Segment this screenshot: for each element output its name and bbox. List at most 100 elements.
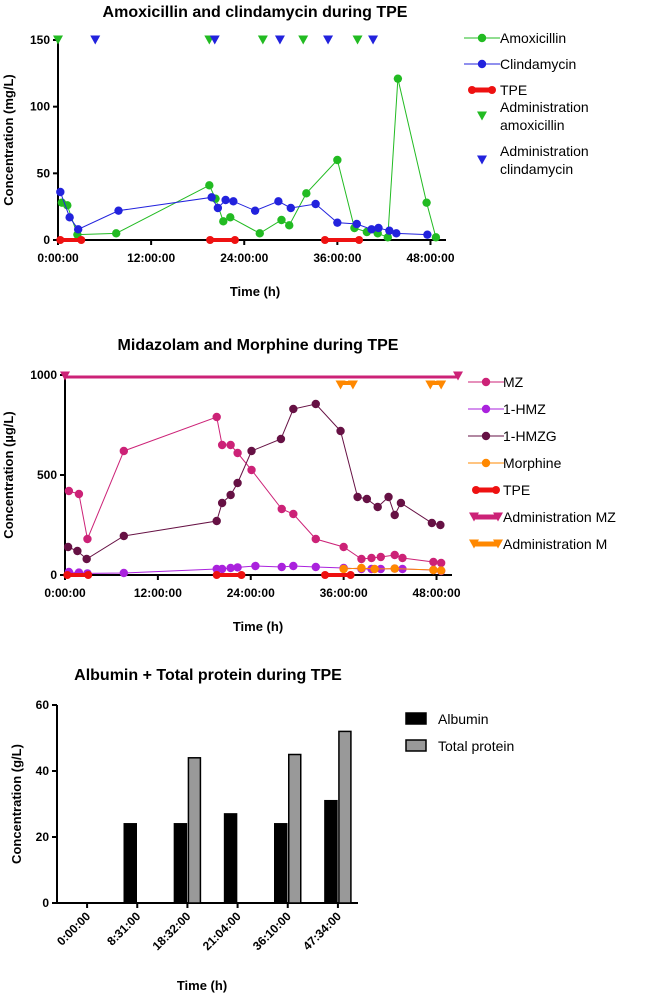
legend-label-mz: MZ: [503, 374, 524, 390]
point-1-hmzg: [82, 554, 91, 564]
legend-marker-administration-mz: [493, 512, 503, 522]
x-tick-label: 36:00:00: [320, 586, 368, 600]
point-mz: [398, 553, 407, 563]
point-mz: [289, 509, 298, 519]
point-clindamycin: [207, 193, 216, 202]
point-mz: [217, 440, 227, 450]
chart1-y-label: Concentration (mg/L): [1, 74, 16, 205]
tpe-point-tpe: [63, 571, 72, 579]
legend-marker-tpe: [472, 486, 480, 494]
point-amoxicillin: [205, 181, 214, 190]
point-clindamycin: [352, 219, 361, 229]
x-tick-label: 21:04:00: [200, 909, 244, 953]
chart3-legend: Albumin Total protein: [405, 711, 514, 754]
chart2-x-label: Time (h): [233, 619, 283, 634]
point-clindamycin: [423, 230, 432, 239]
legend-label-morphine: Morphine: [503, 455, 562, 471]
point-mz: [226, 440, 235, 450]
admin-marker-administration-amoxicillin: [53, 35, 63, 45]
x-tick-label: 24:00:00: [220, 251, 268, 265]
legend-marker-1-hmz: [481, 404, 491, 414]
point-1-hmz: [311, 562, 320, 572]
point-mz: [64, 486, 74, 496]
point-1-hmzg: [73, 546, 82, 556]
legend-marker-mz: [481, 377, 491, 387]
legend-label-tpe: TPE: [503, 482, 530, 498]
x-tick-label: 0:00:00: [37, 251, 79, 265]
point-mz: [233, 448, 242, 458]
bar-albumin: [324, 799, 338, 904]
legend-marker-tpe: [492, 486, 500, 494]
bar-albumin: [173, 823, 188, 904]
y-tick-label: 50: [37, 166, 51, 180]
x-tick-label: 47:34:00: [300, 909, 344, 953]
point-1-hmzg: [373, 502, 382, 512]
point-morphine: [370, 564, 379, 574]
legend-label-albumin: Albumin: [438, 711, 489, 727]
point-1-hmzg: [63, 542, 73, 552]
legend-label-amoxicillin: Amoxicillin: [500, 30, 566, 46]
point-clindamycin: [286, 203, 295, 213]
point-mz: [339, 542, 348, 552]
point-amoxicillin: [383, 233, 392, 242]
point-1-hmzg: [390, 510, 399, 520]
chart2-legend: MZ 1-HMZ 1-HMZG Morphine TPE Administration M…: [468, 374, 616, 552]
x-tick-label: 18:32:00: [150, 909, 194, 953]
x-tick-label: 12:00:00: [127, 251, 175, 265]
point-1-hmz: [233, 563, 242, 572]
point-morphine: [429, 565, 438, 575]
point-1-hmz: [289, 561, 298, 571]
y-tick-label: 0: [42, 896, 49, 910]
legend-marker-administration-clindamycin: [477, 155, 487, 165]
point-clindamycin: [73, 225, 83, 234]
legend-marker-clindamycin: [477, 59, 487, 69]
admin-marker-administration-clindamycin: [209, 35, 220, 45]
point-1-hmzg: [336, 426, 345, 436]
point-mz: [277, 504, 286, 514]
chart1-plot-area: 0 50 100 150 0:00:00 12:00:00 24:00:00 36:00:00…: [30, 33, 455, 265]
chart3-title: Albumin + Total protein during TPE: [74, 667, 342, 684]
admin-marker-administration-amoxicillin: [257, 35, 268, 45]
point-1-hmzg: [276, 434, 286, 444]
point-amoxicillin: [255, 229, 264, 238]
legend-marker-amoxicillin: [477, 33, 487, 43]
point-clindamycin: [56, 187, 65, 197]
point-clindamycin: [229, 197, 238, 206]
point-clindamycin: [221, 195, 230, 205]
legend-label-clindamycin: Clindamycin: [500, 56, 576, 72]
point-mz: [311, 534, 320, 544]
point-1-hmzg: [384, 492, 393, 502]
point-1-hmzg: [226, 490, 235, 500]
x-tick-label: 48:00:00: [406, 251, 454, 265]
y-tick-label: 100: [30, 100, 50, 114]
point-clindamycin: [213, 203, 223, 213]
tpe-point-tpe: [320, 236, 329, 244]
legend-label-1-hmz: 1-HMZ: [503, 401, 546, 417]
series-line-mz: [68, 416, 442, 564]
legend-label-administration-clindamycin: Administration: [500, 143, 589, 159]
y-tick-label: 0: [43, 233, 50, 247]
point-amoxicillin: [63, 201, 72, 210]
point-1-hmz: [119, 568, 129, 578]
admin-marker-administration-clindamycin: [274, 35, 285, 45]
tpe-point-tpe: [212, 571, 221, 579]
legend-marker-administration-amoxicillin: [477, 111, 487, 121]
point-mz: [376, 552, 385, 562]
chart3-x-label: Time (h): [177, 978, 227, 993]
point-clindamycin: [367, 225, 376, 234]
tpe-point-tpe: [346, 571, 355, 579]
legend-marker-administration-m: [493, 539, 503, 549]
chart3-plot-area: 0 20 40 60 0:00:00 8:31:00 18:32:00 21:04:00 36:…: [36, 698, 358, 953]
x-tick-label: 8:31:00: [104, 909, 143, 948]
x-tick-label: 0:00:00: [54, 909, 93, 948]
point-amoxicillin: [333, 155, 342, 165]
point-1-hmzg: [212, 516, 221, 526]
admin-marker-administration-m: [335, 380, 346, 390]
point-mz: [357, 554, 366, 564]
x-tick-label: 24:00:00: [227, 586, 275, 600]
chart-midazolam-morphine: Midazolam and Morphine during TPE Concen…: [1, 337, 616, 634]
chart2-plot-area: 0 500 1000 0:00:00 12:00:00 24:00:00 36:00:00 4…: [30, 368, 463, 600]
point-1-hmzg: [353, 492, 362, 502]
point-clindamycin: [65, 213, 74, 222]
admin-marker-administration-m: [425, 380, 436, 390]
